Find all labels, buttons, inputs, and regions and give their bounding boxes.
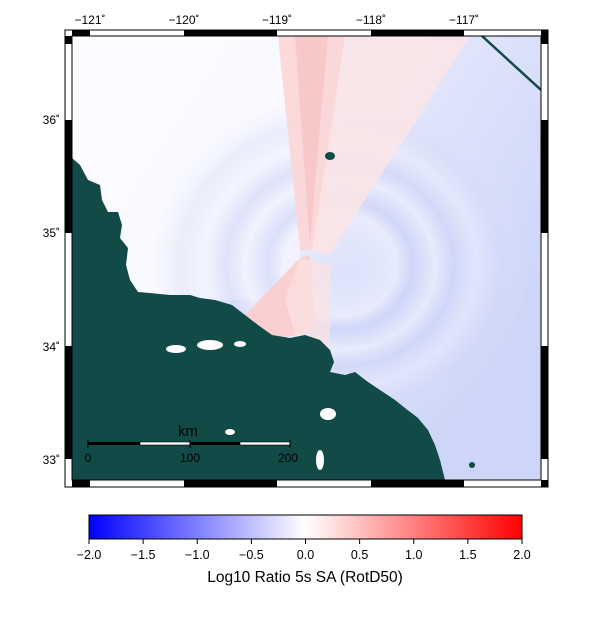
island-5 (316, 450, 324, 470)
boundary-line (481, 36, 541, 91)
scale-bar: km 0 100 200 (85, 423, 299, 465)
map-frame (64, 29, 549, 488)
lat-tick-label: 35˚ (43, 226, 60, 240)
lon-tick-label: −120˚ (168, 13, 199, 27)
colorbar-gradient (88, 514, 523, 540)
scale-unit: km (178, 423, 198, 440)
colorbar-tick-label: 0.0 (297, 548, 314, 562)
colorbar-tick-label: −2.0 (77, 548, 102, 562)
lon-tick-label: −121˚ (74, 13, 105, 27)
colorbar-tick-label: 1.0 (405, 548, 422, 562)
lon-tick-label: −117˚ (449, 13, 479, 27)
colorbar-title: Log10 Ratio 5s SA (RotD50) (207, 569, 403, 586)
map-area (72, 36, 541, 480)
lon-tick-label: −118˚ (356, 13, 386, 27)
colorbar-tick-label: −1.0 (185, 548, 210, 562)
island-1 (166, 345, 186, 353)
colorbar-tick-label: 2.0 (513, 548, 530, 562)
lon-tick-label: −119˚ (262, 13, 292, 27)
island-4 (320, 408, 336, 420)
colorbar-ticks: −2.0 −1.5 −1.0 −0.5 0.0 0.5 1.0 1.5 2.0 (77, 539, 531, 562)
field-lobe-s (285, 258, 330, 350)
colorbar-tick-label: 0.5 (351, 548, 368, 562)
small-island-se (469, 462, 475, 468)
scale-label: 200 (278, 451, 298, 465)
scale-label: 0 (85, 451, 92, 465)
lat-tick-label: 34˚ (43, 340, 60, 354)
field-lobe-ne (312, 36, 470, 255)
colorbar-tick-label: −0.5 (239, 548, 264, 562)
lat-tick-labels: 36˚ 35˚ 34˚ 33˚ (43, 113, 60, 467)
lat-tick-label: 36˚ (43, 113, 60, 127)
scale-label: 100 (180, 451, 200, 465)
island-6 (225, 429, 235, 435)
field-lobe-n-core (295, 36, 328, 245)
island-3 (234, 341, 246, 347)
colorbar-tick-label: −1.5 (131, 548, 156, 562)
colorbar: −2.0 −1.5 −1.0 −0.5 0.0 0.5 1.0 1.5 2.0 Log10 Ra… (77, 514, 531, 586)
island-2 (197, 340, 223, 350)
lon-tick-labels: −121˚ −120˚ −119˚ −118˚ −117˚ (74, 13, 479, 27)
colorbar-tick-label: 1.5 (459, 548, 476, 562)
land-mass (72, 158, 445, 480)
inland-lake (325, 152, 335, 160)
lat-tick-label: 33˚ (43, 453, 60, 467)
